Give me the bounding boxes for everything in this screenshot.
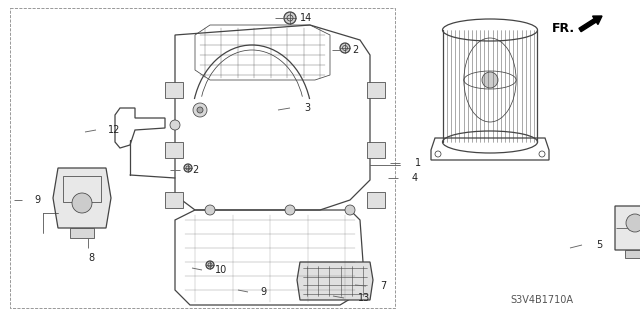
Bar	[165, 82, 183, 98]
Text: 9: 9	[260, 287, 266, 297]
Text: 12: 12	[108, 125, 120, 135]
Circle shape	[345, 205, 355, 215]
Bar	[625, 250, 640, 258]
Circle shape	[626, 214, 640, 232]
Text: 1: 1	[415, 158, 421, 168]
Bar	[165, 142, 183, 158]
Circle shape	[206, 261, 214, 269]
Circle shape	[205, 205, 215, 215]
Text: FR.: FR.	[552, 21, 575, 34]
Bar	[70, 228, 94, 238]
Bar	[63, 176, 101, 202]
Text: 14: 14	[300, 13, 312, 23]
Circle shape	[170, 120, 180, 130]
Circle shape	[197, 107, 203, 113]
Circle shape	[482, 72, 498, 88]
Circle shape	[284, 12, 296, 24]
Text: S3V4B1710A: S3V4B1710A	[510, 295, 573, 305]
Polygon shape	[615, 206, 640, 250]
Bar	[367, 82, 385, 98]
Text: 5: 5	[596, 240, 602, 250]
Text: 2: 2	[192, 165, 198, 175]
Polygon shape	[53, 168, 111, 228]
Circle shape	[193, 103, 207, 117]
Text: 10: 10	[215, 265, 227, 275]
Circle shape	[285, 205, 295, 215]
FancyArrow shape	[579, 16, 602, 32]
Bar	[165, 192, 183, 208]
Text: 8: 8	[88, 253, 94, 263]
Text: 9: 9	[34, 195, 40, 205]
Text: 3: 3	[304, 103, 310, 113]
Circle shape	[184, 164, 192, 172]
Text: 13: 13	[358, 293, 371, 303]
Circle shape	[72, 193, 92, 213]
Bar	[367, 192, 385, 208]
Polygon shape	[297, 262, 373, 300]
Text: 2: 2	[352, 45, 358, 55]
Bar	[367, 142, 385, 158]
Text: 4: 4	[412, 173, 418, 183]
Text: 7: 7	[380, 281, 387, 291]
Circle shape	[340, 43, 350, 53]
